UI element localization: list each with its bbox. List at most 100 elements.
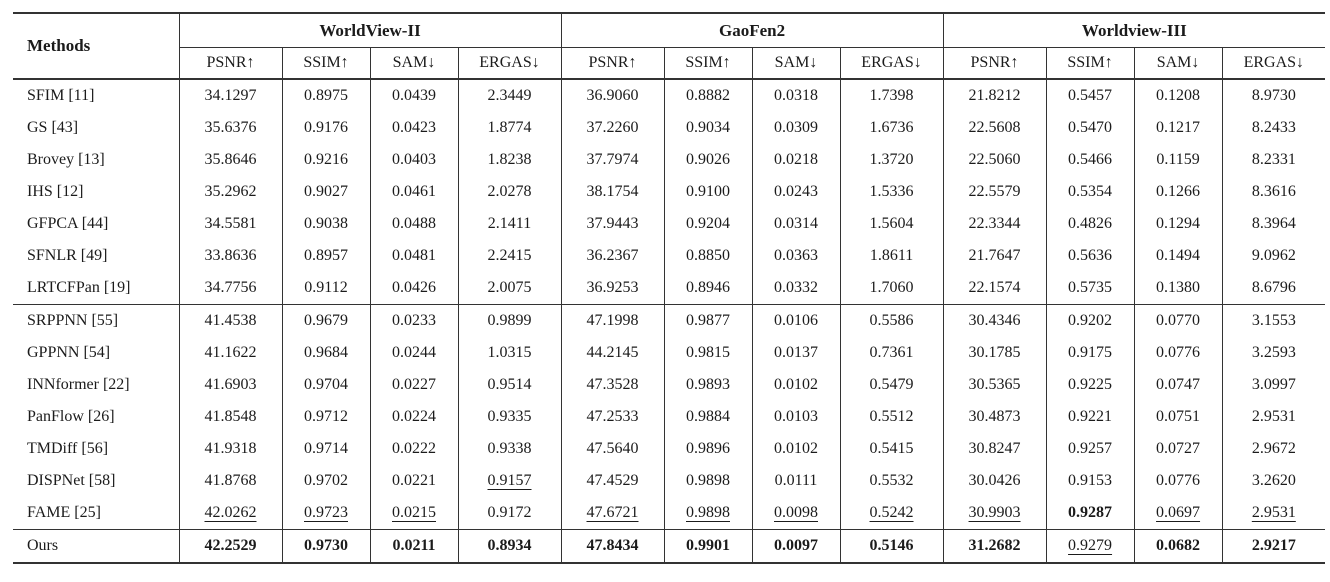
metric-value-cell: 0.0224 — [369, 401, 458, 433]
metric-value-cell: 0.9679 — [281, 304, 370, 337]
metric-value-cell: 34.7756 — [178, 272, 282, 305]
metric-value-cell: 2.9672 — [1221, 433, 1326, 465]
metric-value-cell: 30.9903 — [942, 497, 1047, 530]
metric-value-cell: 0.0481 — [369, 240, 458, 272]
metric-value-cell: 41.1622 — [178, 337, 282, 369]
method-name-cell: GFPCA [44] — [13, 208, 180, 240]
table-row: SFNLR [49] 33.8636 0.8957 0.0481 2.2415 36.23… — [13, 240, 1326, 272]
metric-value-cell: 0.7361 — [839, 337, 944, 369]
table-row: IHS [12] 35.2962 0.9027 0.0461 2.0278 38.1754… — [13, 176, 1326, 208]
metric-value-cell: 0.0102 — [751, 433, 840, 465]
metric-value-cell: 47.1998 — [560, 304, 664, 337]
dataset-group-header-worldview2: WorldView-II — [178, 13, 561, 48]
metric-value-cell: 0.9204 — [663, 208, 752, 240]
metric-value-cell: 33.8636 — [178, 240, 282, 272]
metric-value-cell: 0.5146 — [839, 529, 944, 563]
metric-value-cell: 0.9176 — [281, 112, 370, 144]
method-name-cell: SFIM [11] — [13, 79, 180, 112]
metric-value-cell: 2.9217 — [1221, 529, 1326, 563]
metric-value-cell: 0.0727 — [1133, 433, 1223, 465]
metric-value-cell: 30.8247 — [942, 433, 1047, 465]
metric-value-cell: 8.2331 — [1221, 144, 1326, 176]
method-name-cell: IHS [12] — [13, 176, 180, 208]
metric-value-cell: 0.9112 — [281, 272, 370, 305]
metric-value-cell: 0.9221 — [1045, 401, 1135, 433]
metric-value-cell: 0.0137 — [751, 337, 840, 369]
method-name-cell: Brovey [13] — [13, 144, 180, 176]
method-name-cell: INNformer [22] — [13, 369, 180, 401]
dataset-group-header-row: Methods WorldView-II GaoFen2 Worldview-I… — [13, 13, 1326, 80]
metric-value-cell: 34.5581 — [178, 208, 282, 240]
metric-value-cell: 0.0222 — [369, 433, 458, 465]
metric-value-cell: 0.5470 — [1045, 112, 1135, 144]
metric-value-cell: 0.0221 — [369, 465, 458, 497]
metric-value-cell: 47.4529 — [560, 465, 664, 497]
metric-value-cell: 30.1785 — [942, 337, 1047, 369]
metric-value-cell: 0.8946 — [663, 272, 752, 305]
metric-value-cell: 3.1553 — [1221, 304, 1326, 337]
metric-value-cell: 1.7060 — [839, 272, 944, 305]
metric-value-cell: 0.0403 — [369, 144, 458, 176]
metric-value-cell: 0.9712 — [281, 401, 370, 433]
metric-value-cell: 22.1574 — [942, 272, 1047, 305]
metric-value-cell: 2.0075 — [457, 272, 561, 305]
metric-value-cell: 0.5479 — [839, 369, 944, 401]
metric-value-cell: 0.9216 — [281, 144, 370, 176]
metric-value-cell: 8.9730 — [1221, 79, 1326, 112]
table-header: Methods WorldView-II GaoFen2 Worldview-I… — [13, 13, 1326, 80]
table-row: PanFlow [26] 41.8548 0.9712 0.0224 0.9335 47.… — [13, 401, 1326, 433]
metric-value-cell: 34.1297 — [178, 79, 282, 112]
metric-value-cell: 22.3344 — [942, 208, 1047, 240]
metric-value-cell: 0.0461 — [369, 176, 458, 208]
metric-header: SAM↓ — [369, 47, 458, 80]
metric-value-cell: 0.1217 — [1133, 112, 1223, 144]
metric-value-cell: 22.5579 — [942, 176, 1047, 208]
results-table: Methods WorldView-II GaoFen2 Worldview-I… — [13, 12, 1326, 564]
metric-value-cell: 42.0262 — [178, 497, 282, 530]
table-row: SFIM [11] 34.1297 0.8975 0.0439 2.3449 36.906… — [13, 79, 1326, 112]
metric-value-cell: 41.6903 — [178, 369, 282, 401]
metric-value-cell: 47.2533 — [560, 401, 664, 433]
dataset-group-header-gaofen2: GaoFen2 — [560, 13, 944, 48]
metric-value-cell: 0.5735 — [1045, 272, 1135, 305]
metric-value-cell: 0.5636 — [1045, 240, 1135, 272]
metric-value-cell: 2.0278 — [457, 176, 561, 208]
metric-value-cell: 0.1380 — [1133, 272, 1223, 305]
metric-value-cell: 0.9338 — [457, 433, 561, 465]
metric-value-cell: 1.5336 — [839, 176, 944, 208]
metric-value-cell: 0.9279 — [1045, 529, 1135, 563]
table-row: SRPPNN [55] 41.4538 0.9679 0.0233 0.9899 47.1… — [13, 304, 1326, 337]
metric-value-cell: 0.9898 — [663, 497, 752, 530]
metric-value-cell: 0.9714 — [281, 433, 370, 465]
metric-value-cell: 0.5586 — [839, 304, 944, 337]
metric-value-cell: 0.9257 — [1045, 433, 1135, 465]
metric-value-cell: 0.9704 — [281, 369, 370, 401]
metric-value-cell: 0.4826 — [1045, 208, 1135, 240]
metric-value-cell: 0.0747 — [1133, 369, 1223, 401]
metric-value-cell: 2.9531 — [1221, 497, 1326, 530]
metric-value-cell: 0.9898 — [663, 465, 752, 497]
metric-value-cell: 0.9884 — [663, 401, 752, 433]
metric-value-cell: 42.2529 — [178, 529, 282, 563]
metric-value-cell: 30.4346 — [942, 304, 1047, 337]
metric-value-cell: 47.8434 — [560, 529, 664, 563]
metric-value-cell: 0.0227 — [369, 369, 458, 401]
table-row: GS [43] 35.6376 0.9176 0.0423 1.8774 37.2260 0… — [13, 112, 1326, 144]
metric-value-cell: 0.9034 — [663, 112, 752, 144]
metric-value-cell: 0.9877 — [663, 304, 752, 337]
metric-value-cell: 0.8934 — [457, 529, 561, 563]
metric-value-cell: 0.9175 — [1045, 337, 1135, 369]
metric-header: ERGAS↓ — [457, 47, 561, 80]
metric-header: PSNR↑ — [178, 47, 282, 80]
metric-value-cell: 1.8611 — [839, 240, 944, 272]
metric-value-cell: 31.2682 — [942, 529, 1047, 563]
metric-header-row: PSNR↑ SSIM↑ SAM↓ ERGAS↓ PSNR↑ SSIM↑ SAM↓ ERGAS↓… — [13, 47, 1326, 80]
metric-value-cell: 0.9038 — [281, 208, 370, 240]
metric-value-cell: 0.0098 — [751, 497, 840, 530]
metric-value-cell: 30.0426 — [942, 465, 1047, 497]
table-row: Ours 42.2529 0.9730 0.0211 0.8934 47.8434 0.99… — [13, 529, 1326, 563]
methods-header: Methods — [13, 13, 180, 80]
metric-value-cell: 0.8957 — [281, 240, 370, 272]
method-name-cell: PanFlow [26] — [13, 401, 180, 433]
